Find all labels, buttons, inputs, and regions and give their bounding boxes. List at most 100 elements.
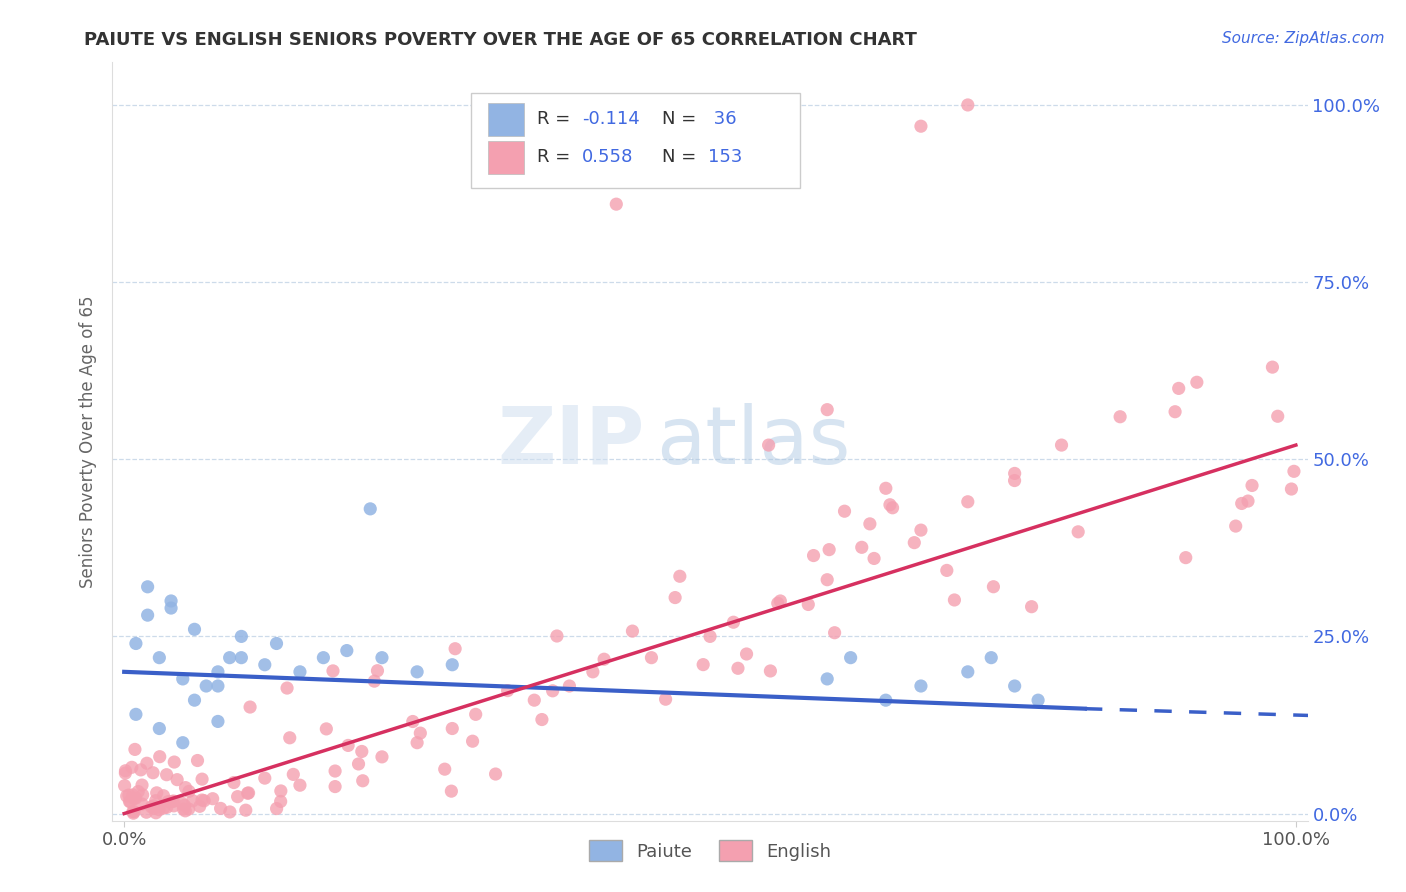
- Point: [1261, 360, 1284, 375]
- Point: [122, 791, 145, 805]
- Y-axis label: Seniors Poverty Over the Age of 65: Seniors Poverty Over the Age of 65: [79, 295, 97, 588]
- Point: [366, 664, 388, 678]
- Point: [120, 795, 142, 809]
- Point: [1282, 464, 1305, 478]
- Point: [903, 535, 925, 549]
- Point: [235, 803, 257, 817]
- Point: [1267, 409, 1289, 424]
- Point: [406, 665, 429, 679]
- Point: [183, 623, 205, 637]
- Text: PAIUTE VS ENGLISH SENIORS POVERTY OVER THE AGE OF 65 CORRELATION CHART: PAIUTE VS ENGLISH SENIORS POVERTY OVER T…: [84, 31, 917, 49]
- Point: [582, 665, 605, 679]
- Point: [142, 801, 165, 815]
- Point: [174, 780, 197, 795]
- Point: [135, 756, 157, 771]
- Point: [288, 665, 311, 679]
- FancyBboxPatch shape: [488, 141, 523, 174]
- Point: [461, 734, 484, 748]
- Point: [1167, 381, 1189, 395]
- Text: ZIP: ZIP: [498, 402, 644, 481]
- Point: [131, 788, 153, 802]
- Point: [191, 772, 214, 786]
- Point: [283, 767, 305, 781]
- Text: -0.114: -0.114: [582, 111, 640, 128]
- Point: [935, 563, 957, 577]
- Point: [1109, 409, 1132, 424]
- Point: [759, 664, 782, 678]
- Point: [323, 764, 346, 778]
- Point: [218, 805, 240, 819]
- Point: [664, 591, 686, 605]
- Text: N =: N =: [662, 111, 702, 128]
- Point: [875, 481, 897, 495]
- Point: [402, 714, 425, 729]
- Point: [186, 754, 208, 768]
- Point: [735, 647, 758, 661]
- Point: [1050, 438, 1073, 452]
- Point: [669, 569, 692, 583]
- Point: [148, 722, 170, 736]
- Point: [188, 799, 211, 814]
- Point: [1164, 405, 1187, 419]
- Point: [818, 542, 841, 557]
- Point: [145, 805, 167, 820]
- Point: [834, 504, 856, 518]
- Point: [406, 736, 429, 750]
- Point: [496, 683, 519, 698]
- Point: [136, 608, 159, 623]
- Point: [336, 643, 359, 657]
- Point: [758, 438, 780, 452]
- Point: [114, 764, 136, 778]
- Point: [121, 760, 143, 774]
- Point: [276, 681, 298, 695]
- Point: [910, 523, 932, 537]
- Point: [815, 672, 838, 686]
- Point: [766, 596, 789, 610]
- Point: [125, 636, 148, 650]
- Point: [270, 784, 292, 798]
- Point: [136, 580, 159, 594]
- Point: [541, 683, 564, 698]
- Point: [149, 749, 172, 764]
- Point: [1004, 679, 1026, 693]
- Point: [879, 498, 901, 512]
- Point: [177, 784, 200, 798]
- Point: [692, 657, 714, 672]
- Point: [114, 766, 136, 780]
- Point: [288, 778, 311, 792]
- Point: [851, 541, 873, 555]
- Point: [142, 798, 165, 813]
- Point: [910, 119, 932, 133]
- Point: [174, 804, 197, 818]
- Point: [152, 789, 174, 803]
- Point: [803, 549, 825, 563]
- Point: [797, 598, 820, 612]
- Point: [162, 794, 184, 808]
- Point: [114, 779, 136, 793]
- Point: [131, 797, 153, 811]
- Point: [236, 786, 259, 800]
- Point: [546, 629, 568, 643]
- Text: atlas: atlas: [657, 402, 851, 481]
- Point: [226, 789, 249, 804]
- Point: [156, 800, 179, 814]
- Point: [278, 731, 301, 745]
- Point: [441, 722, 464, 736]
- Point: [266, 636, 288, 650]
- Point: [122, 806, 145, 821]
- Point: [207, 679, 229, 693]
- Point: [654, 692, 676, 706]
- Point: [181, 794, 204, 808]
- Point: [142, 765, 165, 780]
- Point: [231, 629, 253, 643]
- Point: [183, 693, 205, 707]
- Point: [699, 629, 721, 643]
- Point: [115, 789, 138, 803]
- Point: [129, 763, 152, 777]
- Point: [323, 780, 346, 794]
- Point: [875, 693, 897, 707]
- Point: [207, 714, 229, 729]
- Point: [1225, 519, 1247, 533]
- Point: [337, 739, 360, 753]
- Point: [943, 593, 966, 607]
